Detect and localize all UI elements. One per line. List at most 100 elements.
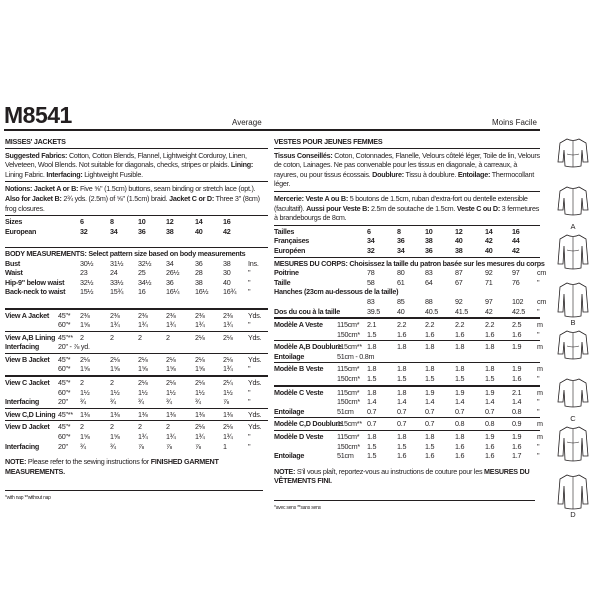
cell-value: 0.8 bbox=[512, 406, 522, 416]
jacket-drawing bbox=[557, 282, 589, 318]
cell-value: 1.5 bbox=[367, 451, 377, 461]
cell-value: 40 bbox=[397, 306, 405, 316]
cell-value: 15½ bbox=[80, 287, 94, 297]
fabric-width: 150cm* bbox=[337, 441, 360, 451]
cell-value: 1 bbox=[223, 441, 227, 451]
cell-value: 1.6 bbox=[512, 329, 522, 339]
cell-value: Yds. bbox=[248, 409, 262, 419]
cell-value: 0.7 bbox=[397, 406, 407, 416]
bold-text: Doublure: bbox=[372, 169, 404, 179]
table-row: 60"* 1⅝ 1¾ 1¾ 1¾ 1¾ 1¾ " bbox=[5, 320, 268, 330]
cell-value: 1.8 bbox=[485, 364, 495, 374]
table-row: Modèle A Veste 115cm* 2.1 2.2 2.2 2.2 2.2 2.5 m bbox=[274, 320, 543, 330]
yardage-section: View A,B Lining 45"** 2 2 2 2 2⅛ 2⅛ Yds. Interfac… bbox=[5, 332, 268, 354]
cell-value: 31½ bbox=[110, 258, 124, 268]
cell-value: 80 bbox=[397, 268, 405, 278]
fabric-width: 51cm - 0.8m bbox=[337, 351, 375, 361]
jacket-drawing bbox=[557, 138, 589, 168]
cell-value: 1⅝ bbox=[80, 364, 90, 374]
pattern-code: M8541 bbox=[4, 102, 72, 128]
view-label bbox=[546, 366, 600, 376]
cell-value: 40 bbox=[223, 277, 231, 287]
bold-text: Mercerie: Veste A ou B: bbox=[274, 193, 349, 203]
bold-text: NOTE: bbox=[274, 466, 296, 476]
cell-value: " bbox=[248, 287, 251, 297]
fabric-width: 45"* bbox=[58, 310, 71, 320]
table-row: Interfacing 20" ¾ ¾ ¾ ¾ ¾ ⅞ " bbox=[5, 397, 268, 407]
cell-value: 1¾ bbox=[166, 432, 176, 442]
cell-value: 85 bbox=[397, 296, 405, 306]
cell-value: 1.8 bbox=[425, 432, 435, 442]
cell-value: 58 bbox=[367, 277, 375, 287]
cell-value: 2 bbox=[80, 332, 84, 342]
cell-value: 1.6 bbox=[485, 441, 495, 451]
row-label: Interfacing bbox=[5, 342, 39, 352]
row-label: Waist bbox=[5, 268, 23, 278]
cell-value: 25 bbox=[138, 268, 146, 278]
footnote-divider bbox=[5, 490, 263, 492]
cell-value: 1.6 bbox=[397, 451, 407, 461]
text: 2¾ yds. (2.5m) of ⅝" (1.5cm) braid. bbox=[61, 193, 170, 203]
cell-value: 6 bbox=[367, 226, 371, 236]
view-label: A bbox=[570, 222, 576, 231]
yardage-section: View D Jacket 45"* 2 2 2 2 2⅛ 2⅛ Yds. 60"* 1⅝ 1⅝ 1¾ 1… bbox=[5, 421, 268, 452]
cell-value: 2⅜ bbox=[138, 310, 148, 320]
cell-value: 1.6 bbox=[512, 374, 522, 384]
table-row: Entoilage 51cm 1.5 1.6 1.6 1.6 1.6 1.7 " bbox=[274, 451, 540, 461]
yardage-section: Sizes 6 8 10 12 14 16 European 32 34 36 38 40 42 bbox=[5, 216, 268, 248]
cell-value: 40 bbox=[485, 245, 493, 255]
cell-value: 38 bbox=[455, 245, 463, 255]
table-row: MESURES DU CORPS: Choisissez la taille d… bbox=[274, 259, 545, 269]
fabric-width: 150cm* bbox=[337, 329, 360, 339]
view-label bbox=[546, 462, 600, 472]
note-text: NOTE: S'il vous plaît, reportez-vous au … bbox=[274, 462, 540, 486]
table-row: View B Jacket 45"* 2⅛ 2⅛ 2⅛ 2⅛ 2⅛ 2⅛ Yds. bbox=[5, 355, 268, 365]
cell-value: ⅞ bbox=[166, 441, 172, 451]
cell-value: ¾ bbox=[80, 441, 86, 451]
fabric-width: 51cm bbox=[337, 406, 354, 416]
cell-value: 16¼ bbox=[166, 287, 180, 297]
yardage-section: View B Jacket 45"* 2⅛ 2⅛ 2⅛ 2⅛ 2⅛ 2⅛ Yds. 60"* 1⅝ 1… bbox=[5, 354, 268, 378]
cell-value: Yds. bbox=[248, 354, 262, 364]
cell-value: 0.7 bbox=[397, 419, 407, 429]
cell-value: 1.5 bbox=[425, 441, 435, 451]
bold-text: FINISHED GARMENT MEASUREMENTS. bbox=[5, 457, 219, 476]
cell-value: 1¾ bbox=[138, 320, 148, 330]
cell-value: 1.8 bbox=[367, 387, 377, 397]
text: Lining Fabric. bbox=[5, 169, 47, 179]
cell-value: m bbox=[537, 419, 543, 429]
cell-value: 1.6 bbox=[425, 451, 435, 461]
fabric-notions-paragraph: Notions: Jacket A or B: Five ⅝" (1.5cm) … bbox=[5, 182, 268, 217]
cell-value: 2⅛ bbox=[223, 332, 233, 342]
cell-value: 1¾ bbox=[195, 432, 205, 442]
cell-value: 92 bbox=[485, 268, 493, 278]
cell-value: 83 bbox=[367, 296, 375, 306]
cell-value: 1.8 bbox=[425, 342, 435, 352]
cell-value: 1⅜ bbox=[110, 409, 120, 419]
cell-value: 41.5 bbox=[455, 306, 468, 316]
cell-value: 36 bbox=[195, 258, 203, 268]
row-label: Tailles bbox=[274, 226, 295, 236]
fabric-width: 115cm* bbox=[337, 432, 360, 442]
view-label: C bbox=[570, 414, 576, 423]
bold-text: Veste C ou D: bbox=[456, 203, 501, 213]
cell-value: 1.8 bbox=[367, 364, 377, 374]
cell-value: 92 bbox=[455, 296, 463, 306]
row-label: Poitrine bbox=[274, 268, 299, 278]
table-row: Dos du cou à la taille 39.5 40 40.5 41.5 42 42… bbox=[274, 307, 540, 317]
table-row: Interfacing 20" ¾ ¾ ⅞ ⅞ ⅞ 1 " bbox=[5, 442, 268, 452]
row-label: Taille bbox=[274, 277, 291, 287]
text: Coton, Cotonnades, Flanelle, Velours côt… bbox=[274, 150, 540, 179]
cell-value: 78 bbox=[367, 268, 375, 278]
cell-value: 1.8 bbox=[397, 342, 407, 352]
cell-value: 1.6 bbox=[455, 441, 465, 451]
fabric-width: 150cm* bbox=[337, 397, 360, 407]
jacket-view-d-illustration bbox=[546, 424, 600, 462]
cell-value: 83 bbox=[425, 268, 433, 278]
cell-value: 1½ bbox=[223, 387, 233, 397]
fabric-width: 60"* bbox=[58, 364, 71, 374]
text: Please refer to the sewing instructions … bbox=[26, 457, 151, 467]
cell-value: 16 bbox=[223, 217, 231, 227]
table-row: Tailles 6 8 10 12 14 16 bbox=[274, 227, 540, 237]
table-row: Waist 23 24 25 26½ 28 30 " bbox=[5, 268, 268, 278]
